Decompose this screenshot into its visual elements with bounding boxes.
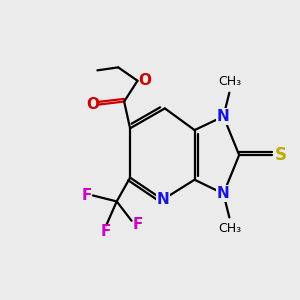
Text: CH₃: CH₃: [218, 75, 241, 88]
Text: N: N: [217, 109, 230, 124]
Text: CH₃: CH₃: [218, 222, 241, 235]
Text: O: O: [86, 97, 99, 112]
Text: S: S: [275, 146, 287, 164]
Text: N: N: [217, 186, 230, 201]
Text: F: F: [81, 188, 92, 203]
Text: O: O: [139, 73, 152, 88]
Text: F: F: [101, 224, 112, 239]
Text: F: F: [133, 217, 143, 232]
Text: N: N: [156, 192, 169, 207]
